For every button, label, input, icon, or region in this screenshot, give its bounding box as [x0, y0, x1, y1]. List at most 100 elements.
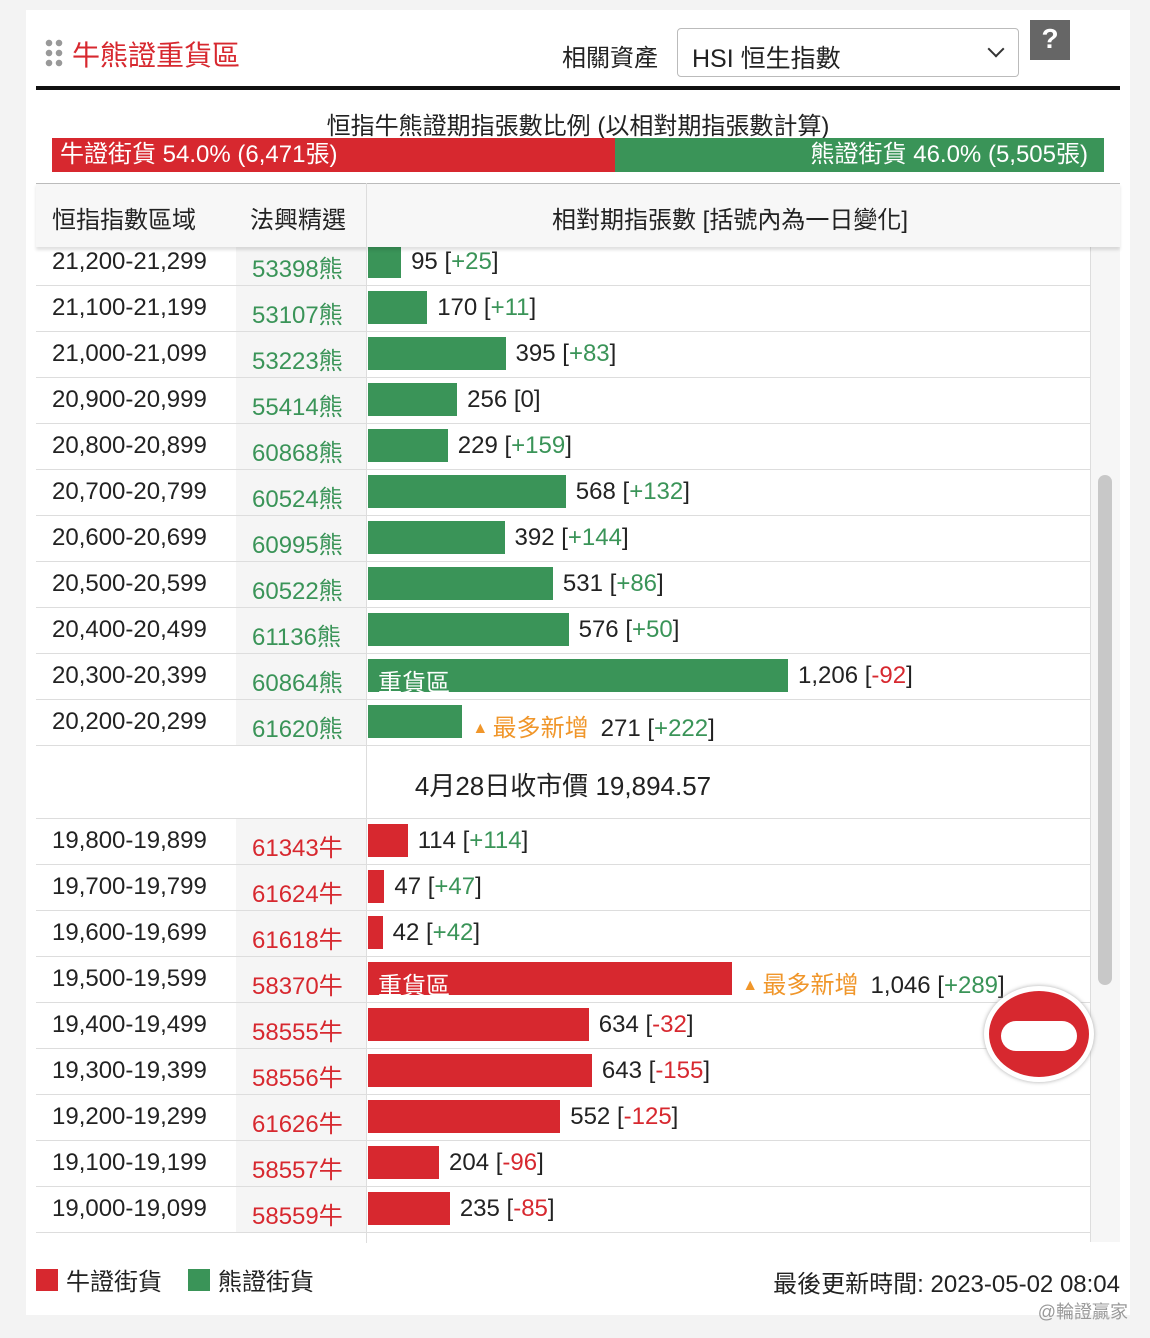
range: 19,200-19,299: [52, 1103, 207, 1130]
contracts-value: 1,206: [798, 662, 859, 689]
warrant-code: 58370牛: [236, 957, 366, 1002]
table-row: 20,600-20,699 60995熊 392 +144: [36, 516, 1090, 562]
change-value: +132: [629, 478, 684, 505]
range: 21,100-21,199: [52, 294, 207, 321]
warrant-code: 60995熊: [236, 516, 366, 561]
help-button[interactable]: ?: [1030, 20, 1070, 60]
change-value: -32: [652, 1011, 687, 1038]
contracts-text: 568 +132: [576, 478, 690, 506]
contracts-bar: [368, 567, 553, 600]
table-row: 20,800-20,899 60868熊 229 +159: [36, 424, 1090, 470]
change-wrap: -125: [617, 1103, 678, 1130]
table-row: 19,200-19,299 61626牛 552 -125: [36, 1095, 1090, 1141]
contracts-value: 552: [570, 1103, 611, 1130]
contracts-value: 235: [459, 1195, 500, 1222]
contracts-text: 47 +47: [394, 873, 481, 901]
range: 20,600-20,699: [52, 524, 207, 551]
contracts-value: 256: [467, 386, 508, 413]
change-value: 0: [520, 386, 534, 413]
table-row: 19,800-19,899 61343牛 114 +114: [36, 819, 1090, 865]
contracts-text: 256 0: [467, 386, 540, 414]
warrant-code: 60864熊: [236, 654, 366, 699]
contracts-text: 1,206 -92: [798, 662, 913, 690]
change-wrap: +114: [463, 827, 529, 854]
chat-bubble-icon[interactable]: [984, 986, 1094, 1082]
contracts-text: 634 -32: [599, 1011, 694, 1039]
table-row: 20,500-20,599 60522熊 531 +86: [36, 562, 1090, 608]
change-wrap: +42: [426, 919, 480, 946]
change-wrap: -155: [649, 1057, 710, 1084]
divider: [36, 86, 1120, 90]
change-value: -96: [502, 1149, 538, 1176]
contracts-value: 634: [598, 1011, 639, 1038]
contracts-bar: [368, 383, 458, 416]
range: 20,900-20,999: [52, 386, 207, 413]
asset-dropdown[interactable]: HSI 恒生指數: [677, 28, 1019, 77]
change-value: +114: [469, 827, 522, 854]
most-added-tag: 最多新增: [472, 715, 588, 742]
change-wrap: +159: [504, 432, 571, 459]
change-value: -155: [655, 1057, 704, 1084]
update-time: 最後更新時間: 2023-05-02 08:04: [773, 1271, 1120, 1298]
change-value: +289: [943, 972, 999, 999]
range: 20,800-20,899: [52, 432, 207, 459]
contracts-bar: [368, 613, 569, 646]
legend: 牛證街貨 熊證街貨: [36, 1262, 314, 1297]
change-wrap: +25: [444, 248, 498, 275]
watermark: @輪證贏家: [1037, 1302, 1128, 1322]
bear-label: 熊證街貨: [810, 141, 907, 168]
warrant-code: 58557牛: [236, 1141, 366, 1186]
range: 20,300-20,399: [52, 662, 207, 689]
table-row: 20,900-20,999 55414熊 256 0: [36, 378, 1090, 424]
contracts-value: 170: [437, 294, 478, 321]
contracts-bar: [368, 291, 428, 324]
contracts-bar: [368, 870, 385, 903]
contracts-text: 170 +11: [437, 294, 536, 322]
close-price: 4月28日收市價 19,894.57: [36, 746, 1090, 819]
change-value: +42: [432, 919, 474, 946]
range: 19,100-19,199: [52, 1149, 207, 1176]
column-separator: [366, 183, 367, 1243]
contracts-bar: 重貨區: [368, 659, 788, 697]
change-wrap: +11: [484, 294, 536, 321]
asset-value: HSI 恒生指數: [692, 45, 841, 73]
change-value: +83: [568, 340, 610, 367]
contracts-bar: [368, 337, 506, 370]
table-row: 19,600-19,699 61618牛 42 +42: [36, 911, 1090, 957]
change-wrap: +289: [937, 972, 1004, 999]
table-row: 21,100-21,199 53107熊 170 +11: [36, 286, 1090, 332]
contracts-text: 204 -96: [449, 1149, 544, 1177]
table-row: 21,000-21,099 53223熊 395 +83: [36, 332, 1090, 378]
bull-label: 牛證街貨: [60, 141, 156, 168]
range: 20,700-20,799: [52, 478, 207, 505]
change-wrap: -96: [496, 1149, 544, 1176]
change-wrap: +132: [623, 478, 690, 505]
warrant-code: 53107熊: [236, 286, 366, 331]
bull-percent: 54.0%: [162, 141, 231, 168]
drag-handle-icon: [44, 38, 64, 68]
column-header: 恒指指數區域: [52, 207, 196, 234]
legend-swatch: [188, 1268, 210, 1291]
range: 19,700-19,799: [52, 873, 207, 900]
range: 19,600-19,699: [52, 919, 207, 946]
contracts-value: 42: [392, 919, 420, 946]
range: 21,000-21,099: [52, 340, 207, 367]
ratio-title: 恒指牛熊證期指張數比例 (以相對期指張數計算): [326, 113, 830, 140]
bear-segment: 熊證街貨 46.0% (5,505張): [615, 138, 1104, 172]
warrant-code: 53223熊: [236, 332, 366, 377]
contracts-value: 643: [601, 1057, 642, 1084]
table-body: 21,200-21,299 53398熊 95 +25 21,100-21,199 53…: [36, 247, 1090, 1242]
contracts-text: 552 -125: [570, 1103, 678, 1131]
contracts-bar: [368, 247, 402, 278]
column-header: 法興精選: [250, 207, 346, 234]
scrollbar-thumb[interactable]: [1098, 475, 1112, 985]
bull-count: (6,471張): [237, 141, 338, 168]
contracts-value: 95: [411, 248, 438, 275]
warrant-code: 61136熊: [236, 608, 366, 653]
range: 20,400-20,499: [52, 616, 207, 643]
contracts-value: 531: [562, 570, 603, 597]
contracts-value: 229: [457, 432, 498, 459]
